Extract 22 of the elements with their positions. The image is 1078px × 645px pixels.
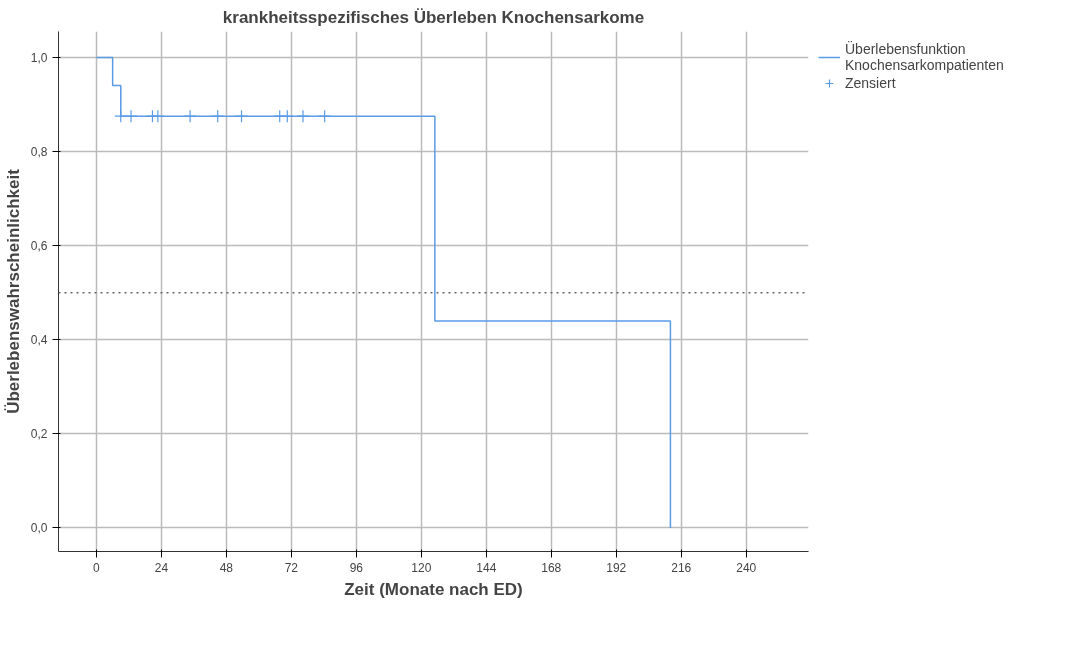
x-tick-label: 72 bbox=[284, 560, 299, 575]
x-tick-label: 24 bbox=[154, 560, 169, 575]
y-tick-label: 0,6 bbox=[30, 239, 48, 254]
x-tick-label: 48 bbox=[219, 560, 234, 575]
x-axis-title: Zeit (Monate nach ED) bbox=[344, 579, 523, 599]
x-tick-label: 96 bbox=[349, 560, 364, 575]
x-tick-label: 144 bbox=[476, 560, 497, 575]
x-tick-label: 192 bbox=[606, 560, 627, 575]
y-axis-title: Überlebenswahrscheinlichkeit bbox=[3, 168, 23, 414]
y-tick-label: 0,0 bbox=[30, 521, 48, 536]
y-tick-label: 0,2 bbox=[30, 427, 48, 442]
x-tick-label: 168 bbox=[541, 560, 562, 575]
x-tick-label: 240 bbox=[736, 560, 757, 575]
x-tick-label: 216 bbox=[671, 560, 692, 575]
y-tick-label: 1,0 bbox=[30, 50, 48, 65]
legend-label: Überlebensfunktion Knochensarkompatienten bbox=[845, 41, 1004, 73]
x-tick-label: 120 bbox=[411, 560, 432, 575]
y-tick-label: 0,4 bbox=[30, 333, 48, 348]
y-tick-label: 0,8 bbox=[30, 145, 48, 159]
x-tick-label: 0 bbox=[93, 560, 101, 575]
legend-label: Zensiert bbox=[845, 75, 896, 91]
chart-title: krankheitsspezifisches Überleben Knochensarkome bbox=[222, 7, 645, 27]
